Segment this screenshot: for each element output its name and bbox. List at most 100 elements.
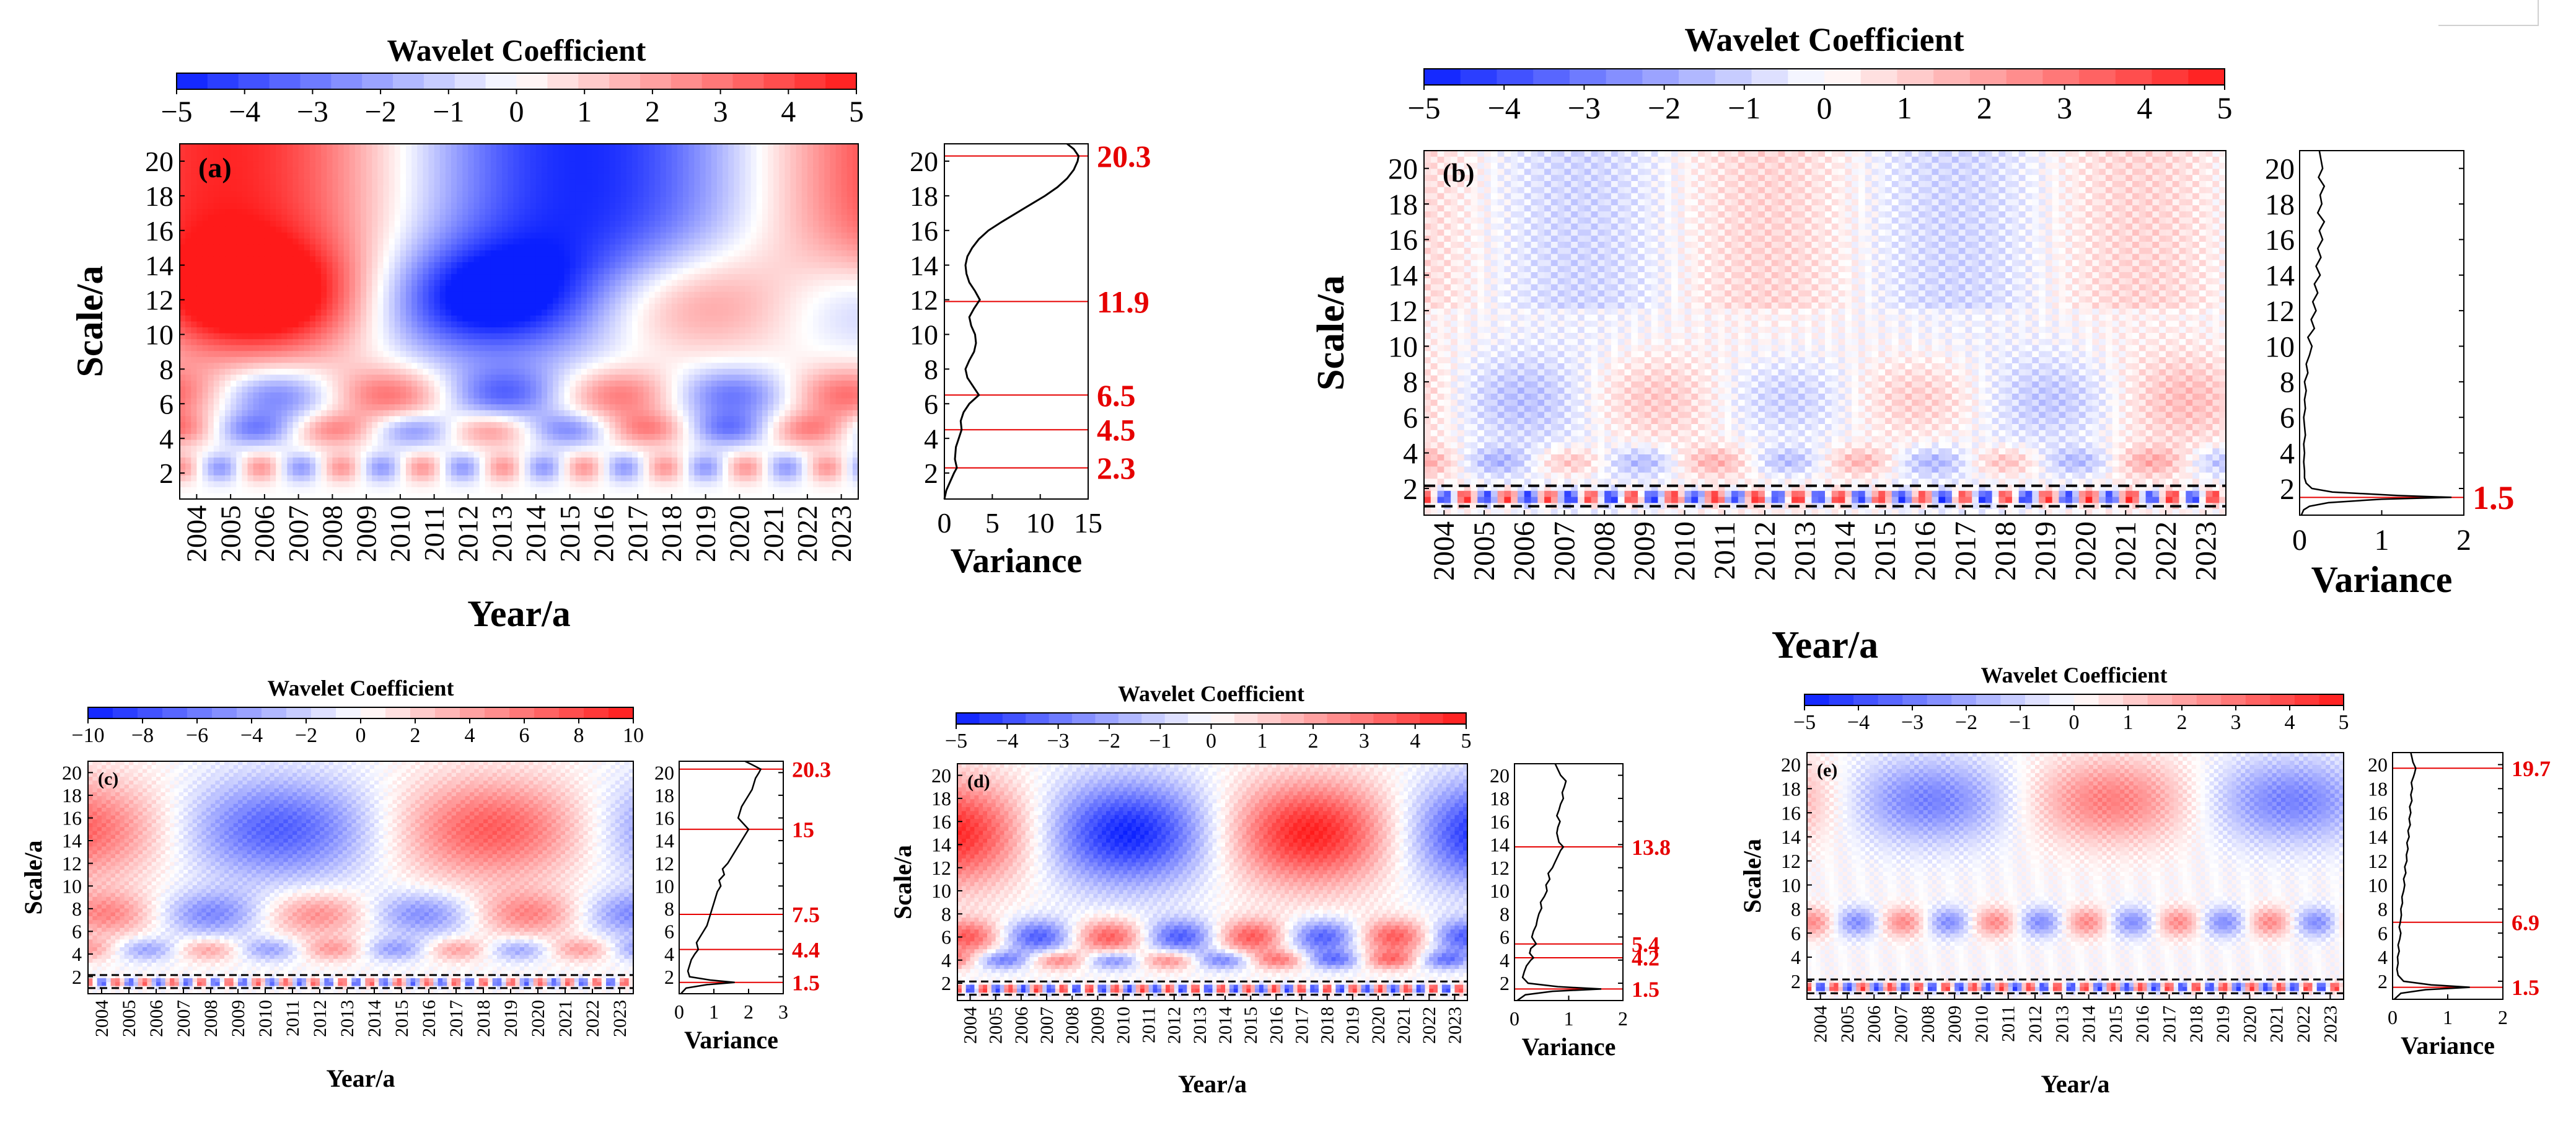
- heatmap-cell: [213, 339, 220, 346]
- heatmap-cell: [361, 161, 367, 168]
- heatmap-cell: [462, 298, 468, 304]
- heatmap-cell: [728, 339, 734, 346]
- heatmap-cell: [321, 191, 327, 198]
- heatmap-cell: [547, 339, 553, 346]
- heatmap-cell: [287, 250, 294, 257]
- heatmap-cell: [332, 291, 339, 298]
- heatmap-cell: [457, 381, 463, 387]
- heatmap-cell: [581, 191, 587, 198]
- heatmap-cell: [723, 356, 729, 363]
- heatmap-cell: [773, 309, 780, 316]
- heatmap-cell: [276, 149, 282, 156]
- heatmap-cell: [683, 368, 689, 376]
- heatmap-cell: [185, 351, 191, 358]
- heatmap-cell: [638, 280, 644, 286]
- heatmap-cell: [813, 315, 819, 322]
- heatmap-cell: [208, 368, 214, 376]
- heatmap-cell: [462, 381, 468, 387]
- heatmap-cell: [773, 179, 780, 186]
- heatmap-cell: [292, 173, 299, 180]
- heatmap-cell: [519, 221, 525, 228]
- heatmap-cell: [338, 280, 345, 286]
- heatmap-cell: [225, 291, 231, 298]
- heatmap-cell: [620, 244, 627, 251]
- heatmap-cell: [688, 298, 695, 304]
- heatmap-cell: [824, 381, 830, 387]
- heatmap-cell: [417, 256, 423, 263]
- heatmap-cell: [462, 191, 468, 198]
- heatmap-cell: [553, 173, 559, 180]
- heatmap-cell: [281, 167, 288, 174]
- heatmap-cell: [208, 156, 214, 162]
- heatmap-cell: [292, 161, 299, 168]
- heatmap-cell: [287, 280, 294, 286]
- heatmap-cell: [564, 268, 571, 275]
- heatmap-cell: [683, 156, 689, 162]
- heatmap-cell: [773, 185, 780, 192]
- heatmap-cell: [756, 351, 763, 358]
- heatmap-cell: [479, 149, 486, 156]
- heatmap-cell: [502, 167, 508, 174]
- heatmap-cell: [451, 156, 457, 162]
- heatmap-cell: [846, 374, 853, 381]
- heatmap-cell: [604, 286, 610, 293]
- heatmap-cell: [292, 321, 299, 328]
- heatmap-cell: [666, 179, 672, 186]
- heatmap-cell: [739, 173, 746, 180]
- heatmap-cell: [343, 333, 350, 340]
- heatmap-cell: [564, 244, 571, 251]
- heatmap-cell: [519, 167, 525, 174]
- heatmap-cell: [626, 197, 633, 204]
- heatmap-cell: [281, 226, 288, 233]
- heatmap-cell: [247, 226, 254, 233]
- heatmap-cell: [383, 232, 390, 239]
- heatmap-cell: [406, 197, 412, 204]
- heatmap-cell: [530, 351, 537, 358]
- heatmap-cell: [513, 333, 520, 340]
- heatmap-cell: [660, 226, 667, 233]
- heatmap-cell: [490, 321, 497, 328]
- heatmap-cell: [609, 161, 616, 168]
- heatmap-cell: [768, 221, 774, 228]
- heatmap-cell: [688, 374, 695, 381]
- heatmap-cell: [609, 298, 616, 304]
- heatmap-cell: [366, 173, 372, 180]
- heatmap-cell: [830, 268, 837, 275]
- heatmap-cell: [524, 280, 531, 286]
- heatmap-cell: [535, 197, 542, 204]
- heatmap-cell: [180, 268, 186, 275]
- heatmap-cell: [620, 327, 627, 334]
- heatmap-cell: [813, 214, 819, 221]
- heatmap-cell: [830, 345, 837, 351]
- heatmap-cell: [361, 256, 367, 263]
- heatmap-cell: [723, 197, 729, 204]
- heatmap-cell: [439, 345, 446, 351]
- heatmap-cell: [389, 197, 395, 204]
- heatmap-cell: [366, 303, 372, 310]
- heatmap-cell: [315, 203, 322, 210]
- heatmap-cell: [423, 321, 429, 328]
- heatmap-cell: [451, 298, 457, 304]
- heatmap-cell: [258, 280, 265, 286]
- heatmap-cell: [445, 191, 452, 198]
- heatmap-cell: [417, 274, 423, 281]
- heatmap-cell: [423, 345, 429, 351]
- heatmap-cell: [762, 167, 768, 174]
- heatmap-cell: [824, 303, 830, 310]
- heatmap-cell: [496, 298, 503, 304]
- heatmap-cell: [473, 280, 480, 286]
- heatmap-cell: [372, 280, 378, 286]
- heatmap-cell: [508, 214, 514, 221]
- heatmap-cell: [750, 221, 757, 228]
- heatmap-cell: [790, 226, 797, 233]
- heatmap-cell: [361, 333, 367, 340]
- heatmap-cell: [411, 209, 418, 216]
- heatmap-cell: [530, 221, 537, 228]
- heatmap-cell: [564, 161, 571, 168]
- heatmap-cell: [411, 226, 418, 233]
- heatmap-cell: [785, 374, 791, 381]
- heatmap-cell: [343, 214, 350, 221]
- heatmap-cell: [361, 262, 367, 269]
- heatmap-cell: [270, 327, 276, 334]
- heatmap-cell: [406, 356, 412, 363]
